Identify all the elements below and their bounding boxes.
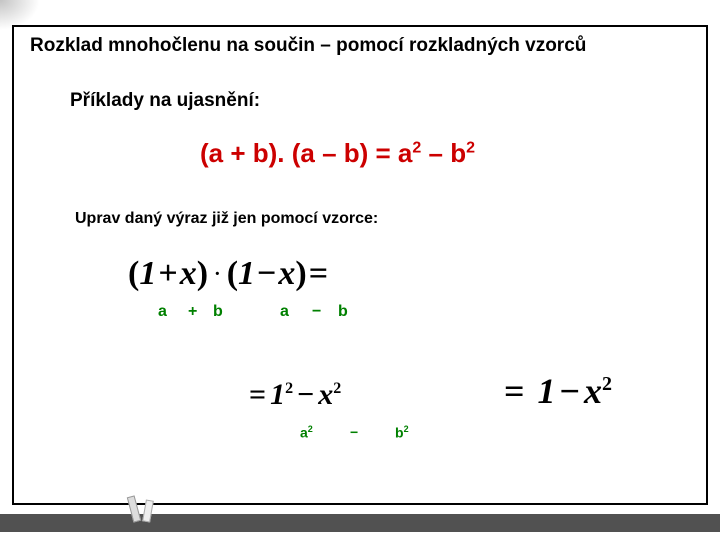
minus3: − bbox=[556, 371, 585, 411]
term-1a: 1 bbox=[139, 255, 156, 292]
instruction-text: Uprav daný výraz již jen pomocí vzorce: bbox=[75, 210, 378, 228]
label-a-sq: a2 bbox=[300, 424, 313, 441]
slide-title: Rozklad mnohočlenu na součin – pomocí ro… bbox=[30, 35, 586, 57]
one-sq: 1 bbox=[270, 378, 285, 411]
expression-factored: (1+x)·(1−x)= bbox=[128, 255, 330, 293]
op-plus: + bbox=[156, 255, 179, 292]
label-b2: b bbox=[338, 303, 348, 321]
label-plus: + bbox=[188, 303, 197, 321]
x-sq: x bbox=[318, 378, 333, 411]
term-2a: 1 bbox=[238, 255, 255, 292]
op-dot: · bbox=[208, 263, 227, 285]
x-final: x bbox=[584, 371, 602, 411]
one-final: 1 bbox=[538, 371, 556, 411]
op-eq: = bbox=[307, 255, 330, 292]
label-b-sq: b2 bbox=[395, 424, 409, 441]
sup-final: 2 bbox=[602, 373, 612, 395]
formula-sup1: 2 bbox=[412, 139, 421, 156]
paren-close-1: ) bbox=[197, 255, 208, 292]
term-1b: x bbox=[180, 255, 197, 292]
term-2b: x bbox=[278, 255, 295, 292]
op-minus: − bbox=[255, 255, 278, 292]
expression-squares: =12−x2 bbox=[245, 378, 341, 412]
main-formula: (a + b). (a – b) = a2 – b2 bbox=[200, 138, 475, 169]
sup-x: 2 bbox=[333, 380, 341, 397]
chalkboard-tray bbox=[0, 514, 720, 532]
chalk-stick-2 bbox=[142, 499, 154, 522]
label-b1: b bbox=[213, 303, 223, 321]
formula-sup2: 2 bbox=[466, 139, 475, 156]
section-heading: Příklady na ujasnění: bbox=[70, 90, 260, 112]
label-minus: − bbox=[312, 303, 321, 321]
sup-one: 2 bbox=[285, 380, 293, 397]
label-minus-bottom: − bbox=[350, 424, 358, 440]
expression-result: = 1−x2 bbox=[500, 370, 612, 412]
formula-part1: (a + b). (a – b) = a bbox=[200, 138, 412, 168]
minus2: − bbox=[293, 378, 318, 411]
eq2: = bbox=[245, 378, 270, 411]
paren-open-1: ( bbox=[128, 255, 139, 292]
paren-open-2: ( bbox=[227, 255, 238, 292]
eq3: = bbox=[500, 371, 529, 411]
paren-close-2: ) bbox=[295, 255, 306, 292]
label-a2: a bbox=[280, 303, 289, 321]
chalk-pieces bbox=[130, 492, 190, 522]
formula-mid: – b bbox=[421, 138, 466, 168]
label-a1: a bbox=[158, 303, 167, 321]
